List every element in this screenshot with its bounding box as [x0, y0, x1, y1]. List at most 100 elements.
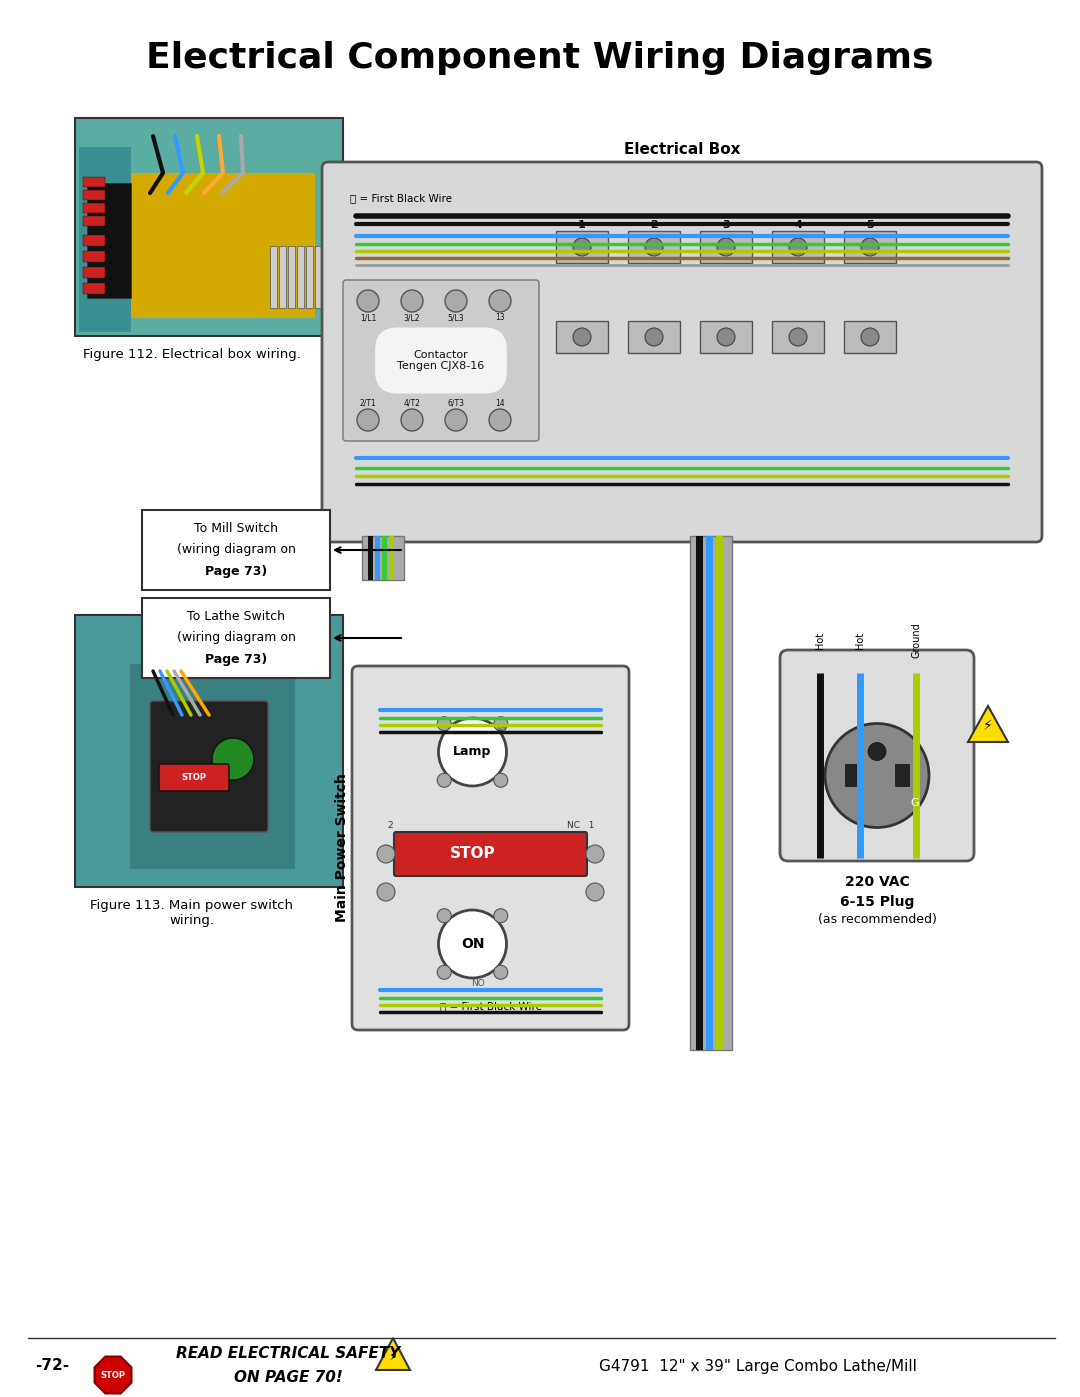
Bar	[75, 117, 343, 337]
Bar	[627, 321, 680, 353]
Circle shape	[401, 409, 423, 432]
Text: 14: 14	[496, 398, 504, 408]
Bar	[87, 183, 131, 298]
Circle shape	[494, 717, 508, 731]
Bar	[706, 536, 713, 1051]
Text: Electrical Component Wiring Diagrams: Electrical Component Wiring Diagrams	[146, 41, 934, 75]
Circle shape	[861, 237, 879, 256]
Bar	[83, 235, 105, 246]
Bar	[297, 246, 303, 307]
Bar	[845, 764, 859, 785]
Text: Electrical Box: Electrical Box	[624, 142, 740, 158]
Bar	[130, 173, 315, 319]
Bar	[700, 321, 752, 353]
Text: G: G	[910, 799, 919, 809]
Text: Hot: Hot	[855, 631, 865, 648]
Bar	[315, 246, 322, 307]
Text: 5/L3: 5/L3	[448, 313, 464, 323]
Text: READ ELECTRICAL SAFETY: READ ELECTRICAL SAFETY	[176, 1345, 400, 1361]
Circle shape	[586, 845, 604, 863]
Circle shape	[573, 328, 591, 346]
Bar	[83, 190, 105, 200]
Circle shape	[645, 328, 663, 346]
Text: 220 VAC: 220 VAC	[845, 875, 909, 888]
FancyBboxPatch shape	[150, 701, 268, 833]
Text: ON PAGE 70!: ON PAGE 70!	[233, 1369, 342, 1384]
Polygon shape	[968, 705, 1008, 742]
Text: STOP: STOP	[100, 1370, 125, 1379]
Text: ⚡: ⚡	[389, 1350, 397, 1362]
Text: NC   1: NC 1	[567, 821, 595, 830]
Circle shape	[573, 237, 591, 256]
Polygon shape	[95, 1356, 132, 1393]
Text: 3/L2: 3/L2	[404, 313, 420, 323]
Circle shape	[825, 724, 929, 827]
Text: 4/T2: 4/T2	[404, 398, 420, 408]
Bar	[83, 267, 105, 278]
Text: Hot: Hot	[815, 631, 825, 648]
Bar	[368, 536, 373, 580]
Text: Lamp: Lamp	[454, 746, 491, 759]
Bar	[83, 284, 105, 293]
Text: Page 73): Page 73)	[205, 654, 267, 666]
Text: Contactor
Tengen CJX8-16: Contactor Tengen CJX8-16	[397, 349, 485, 372]
Bar	[895, 764, 909, 785]
Circle shape	[789, 328, 807, 346]
Bar	[627, 231, 680, 263]
Text: ON: ON	[461, 937, 484, 951]
Circle shape	[437, 717, 451, 731]
Text: STOP: STOP	[449, 847, 496, 862]
Circle shape	[437, 774, 451, 788]
FancyBboxPatch shape	[343, 279, 539, 441]
Text: 2: 2	[650, 219, 658, 231]
Circle shape	[494, 774, 508, 788]
FancyBboxPatch shape	[322, 162, 1042, 542]
Bar	[83, 203, 105, 212]
Text: X1: X1	[497, 728, 509, 736]
Bar	[130, 664, 295, 869]
Circle shape	[437, 965, 451, 979]
Text: 3: 3	[723, 219, 730, 231]
FancyBboxPatch shape	[780, 650, 974, 861]
Bar	[556, 321, 608, 353]
Circle shape	[717, 237, 735, 256]
Bar	[362, 536, 404, 580]
Bar	[772, 231, 824, 263]
Circle shape	[212, 738, 254, 780]
FancyBboxPatch shape	[394, 833, 588, 876]
Circle shape	[437, 908, 451, 922]
Bar	[843, 321, 896, 353]
Bar	[772, 321, 824, 353]
Text: 6-15 Plug: 6-15 Plug	[840, 895, 914, 909]
Circle shape	[717, 328, 735, 346]
Bar	[389, 536, 394, 580]
Text: (as recommended): (as recommended)	[818, 914, 936, 926]
Circle shape	[868, 742, 886, 760]
Circle shape	[438, 718, 507, 787]
Text: 2/T1: 2/T1	[360, 398, 376, 408]
Circle shape	[489, 409, 511, 432]
Polygon shape	[376, 1338, 410, 1370]
Bar	[79, 147, 131, 332]
Text: ⚡: ⚡	[983, 719, 993, 733]
Text: 2: 2	[388, 821, 393, 830]
Bar	[375, 536, 380, 580]
Text: (wiring diagram on: (wiring diagram on	[176, 543, 296, 556]
Bar	[288, 246, 295, 307]
Text: 5: 5	[866, 219, 874, 231]
Bar	[83, 217, 105, 226]
Text: (wiring diagram on: (wiring diagram on	[176, 631, 296, 644]
FancyBboxPatch shape	[352, 666, 629, 1030]
Text: 4: 4	[794, 219, 802, 231]
Text: 1: 1	[578, 219, 585, 231]
Circle shape	[645, 237, 663, 256]
Bar	[716, 536, 723, 1051]
Circle shape	[401, 291, 423, 312]
Circle shape	[489, 291, 511, 312]
Text: 1/L1: 1/L1	[360, 313, 376, 323]
Circle shape	[494, 965, 508, 979]
Circle shape	[494, 908, 508, 922]
Circle shape	[438, 909, 507, 978]
Text: Page 73): Page 73)	[205, 566, 267, 578]
FancyBboxPatch shape	[141, 598, 330, 678]
